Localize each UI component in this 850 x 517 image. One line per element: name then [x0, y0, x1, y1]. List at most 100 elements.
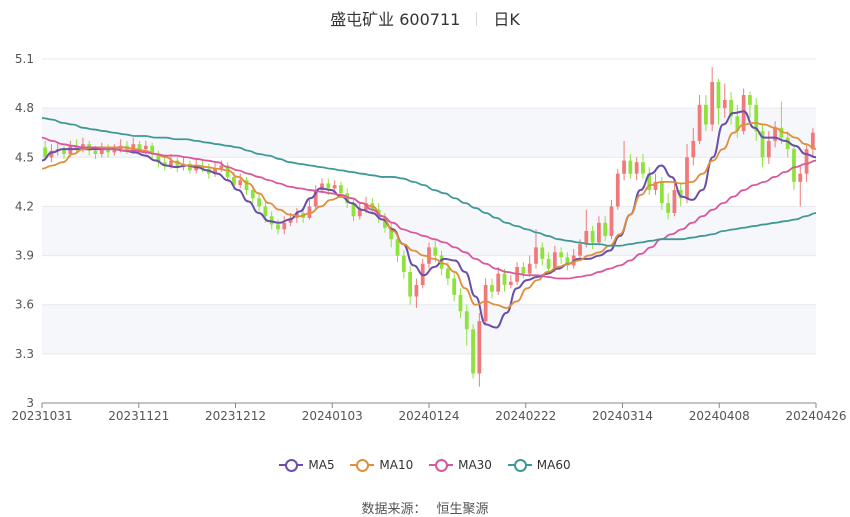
legend-label-ma30: MA30: [458, 458, 492, 472]
candle: [496, 273, 501, 292]
candle: [257, 198, 261, 207]
candle: [534, 247, 538, 264]
candle: [798, 173, 803, 182]
candle: [351, 203, 356, 217]
x-tick-label: 20231212: [205, 409, 266, 423]
candle: [590, 231, 595, 243]
candle: [578, 244, 582, 256]
candle: [810, 132, 815, 150]
candle: [62, 149, 66, 155]
candle: [131, 144, 136, 151]
candle: [99, 147, 104, 155]
chart-title: 盛屯矿业 600711 日K: [0, 6, 850, 30]
x-tick-label: 20240103: [302, 409, 363, 423]
candle: [634, 162, 639, 174]
candle: [521, 267, 526, 274]
y-tick-label: 3.6: [15, 298, 34, 312]
candle: [213, 168, 217, 174]
candle: [766, 140, 771, 158]
candle: [691, 140, 696, 158]
candle: [735, 116, 740, 132]
candle: [615, 173, 620, 207]
ma-line-ma60: [41, 117, 817, 247]
candle: [49, 150, 54, 158]
candle: [175, 160, 180, 168]
candle: [282, 222, 287, 230]
y-tick-label: 4.2: [15, 199, 34, 213]
data-source: 数据来源： 恒生聚源: [0, 498, 850, 517]
candle: [401, 255, 406, 272]
candle: [804, 149, 809, 174]
candle: [754, 104, 759, 132]
grid-band: [42, 304, 816, 354]
candle: [383, 217, 387, 228]
candle: [313, 190, 318, 207]
legend-label-ma60: MA60: [536, 458, 571, 472]
candle: [357, 209, 362, 217]
candle: [603, 222, 608, 236]
candle: [43, 147, 48, 158]
candle: [729, 99, 733, 117]
legend-label-ma5: MA5: [308, 458, 335, 472]
candle: [710, 81, 715, 125]
candle: [672, 190, 677, 213]
title-divider: [476, 12, 478, 26]
x-tick-label: 20231031: [11, 409, 72, 423]
x-tick-label: 20240314: [592, 409, 653, 423]
candle: [483, 285, 488, 322]
candle: [320, 183, 324, 191]
candle: [685, 157, 689, 199]
candle: [540, 247, 545, 259]
legend-label-ma10: MA10: [379, 458, 414, 472]
candle: [238, 180, 243, 186]
x-tick-label: 20240124: [398, 409, 459, 423]
candle: [622, 160, 626, 174]
legend-item-ma10[interactable]: MA10: [350, 458, 413, 472]
candle: [471, 329, 475, 374]
x-tick-label: 20240408: [689, 409, 750, 423]
y-tick-label: 4.8: [15, 101, 34, 115]
candle: [628, 160, 633, 174]
y-tick-label: 3.9: [15, 249, 34, 263]
candle: [187, 163, 192, 171]
ma-line-ma30: [41, 136, 817, 280]
candle: [150, 145, 155, 155]
candle: [527, 263, 532, 274]
candle: [395, 239, 400, 256]
legend-swatch-ma60: [507, 459, 532, 472]
candle: [477, 321, 482, 374]
candle: [559, 252, 564, 258]
candle: [779, 127, 784, 138]
candle: [716, 81, 721, 109]
candle: [137, 144, 142, 150]
source-value: 恒生聚源: [436, 502, 489, 517]
candle: [427, 247, 431, 264]
legend-item-ma5[interactable]: MA5: [279, 458, 335, 472]
candle: [452, 278, 457, 295]
candle: [748, 95, 752, 105]
candle: [653, 181, 658, 191]
candle: [659, 181, 664, 204]
legend-item-ma30[interactable]: MA30: [429, 458, 492, 472]
candle: [263, 206, 268, 217]
candle: [647, 173, 652, 191]
candle: [445, 268, 450, 279]
candle: [408, 271, 413, 297]
candle: [641, 162, 645, 174]
candle: [502, 273, 507, 286]
period-label[interactable]: 日K: [493, 10, 520, 29]
legend-item-ma60[interactable]: MA60: [507, 458, 571, 472]
candle: [169, 160, 173, 166]
candle: [162, 162, 167, 166]
candle: [508, 281, 513, 286]
candle: [74, 145, 79, 150]
candle: [773, 127, 777, 141]
y-tick-label: 4.5: [15, 150, 34, 164]
candle: [326, 183, 331, 189]
candle: [232, 176, 236, 186]
x-tick-label: 20240426: [785, 409, 846, 423]
candle: [269, 216, 274, 225]
candle: [666, 203, 671, 213]
candle: [678, 190, 683, 199]
candle: [464, 311, 469, 330]
